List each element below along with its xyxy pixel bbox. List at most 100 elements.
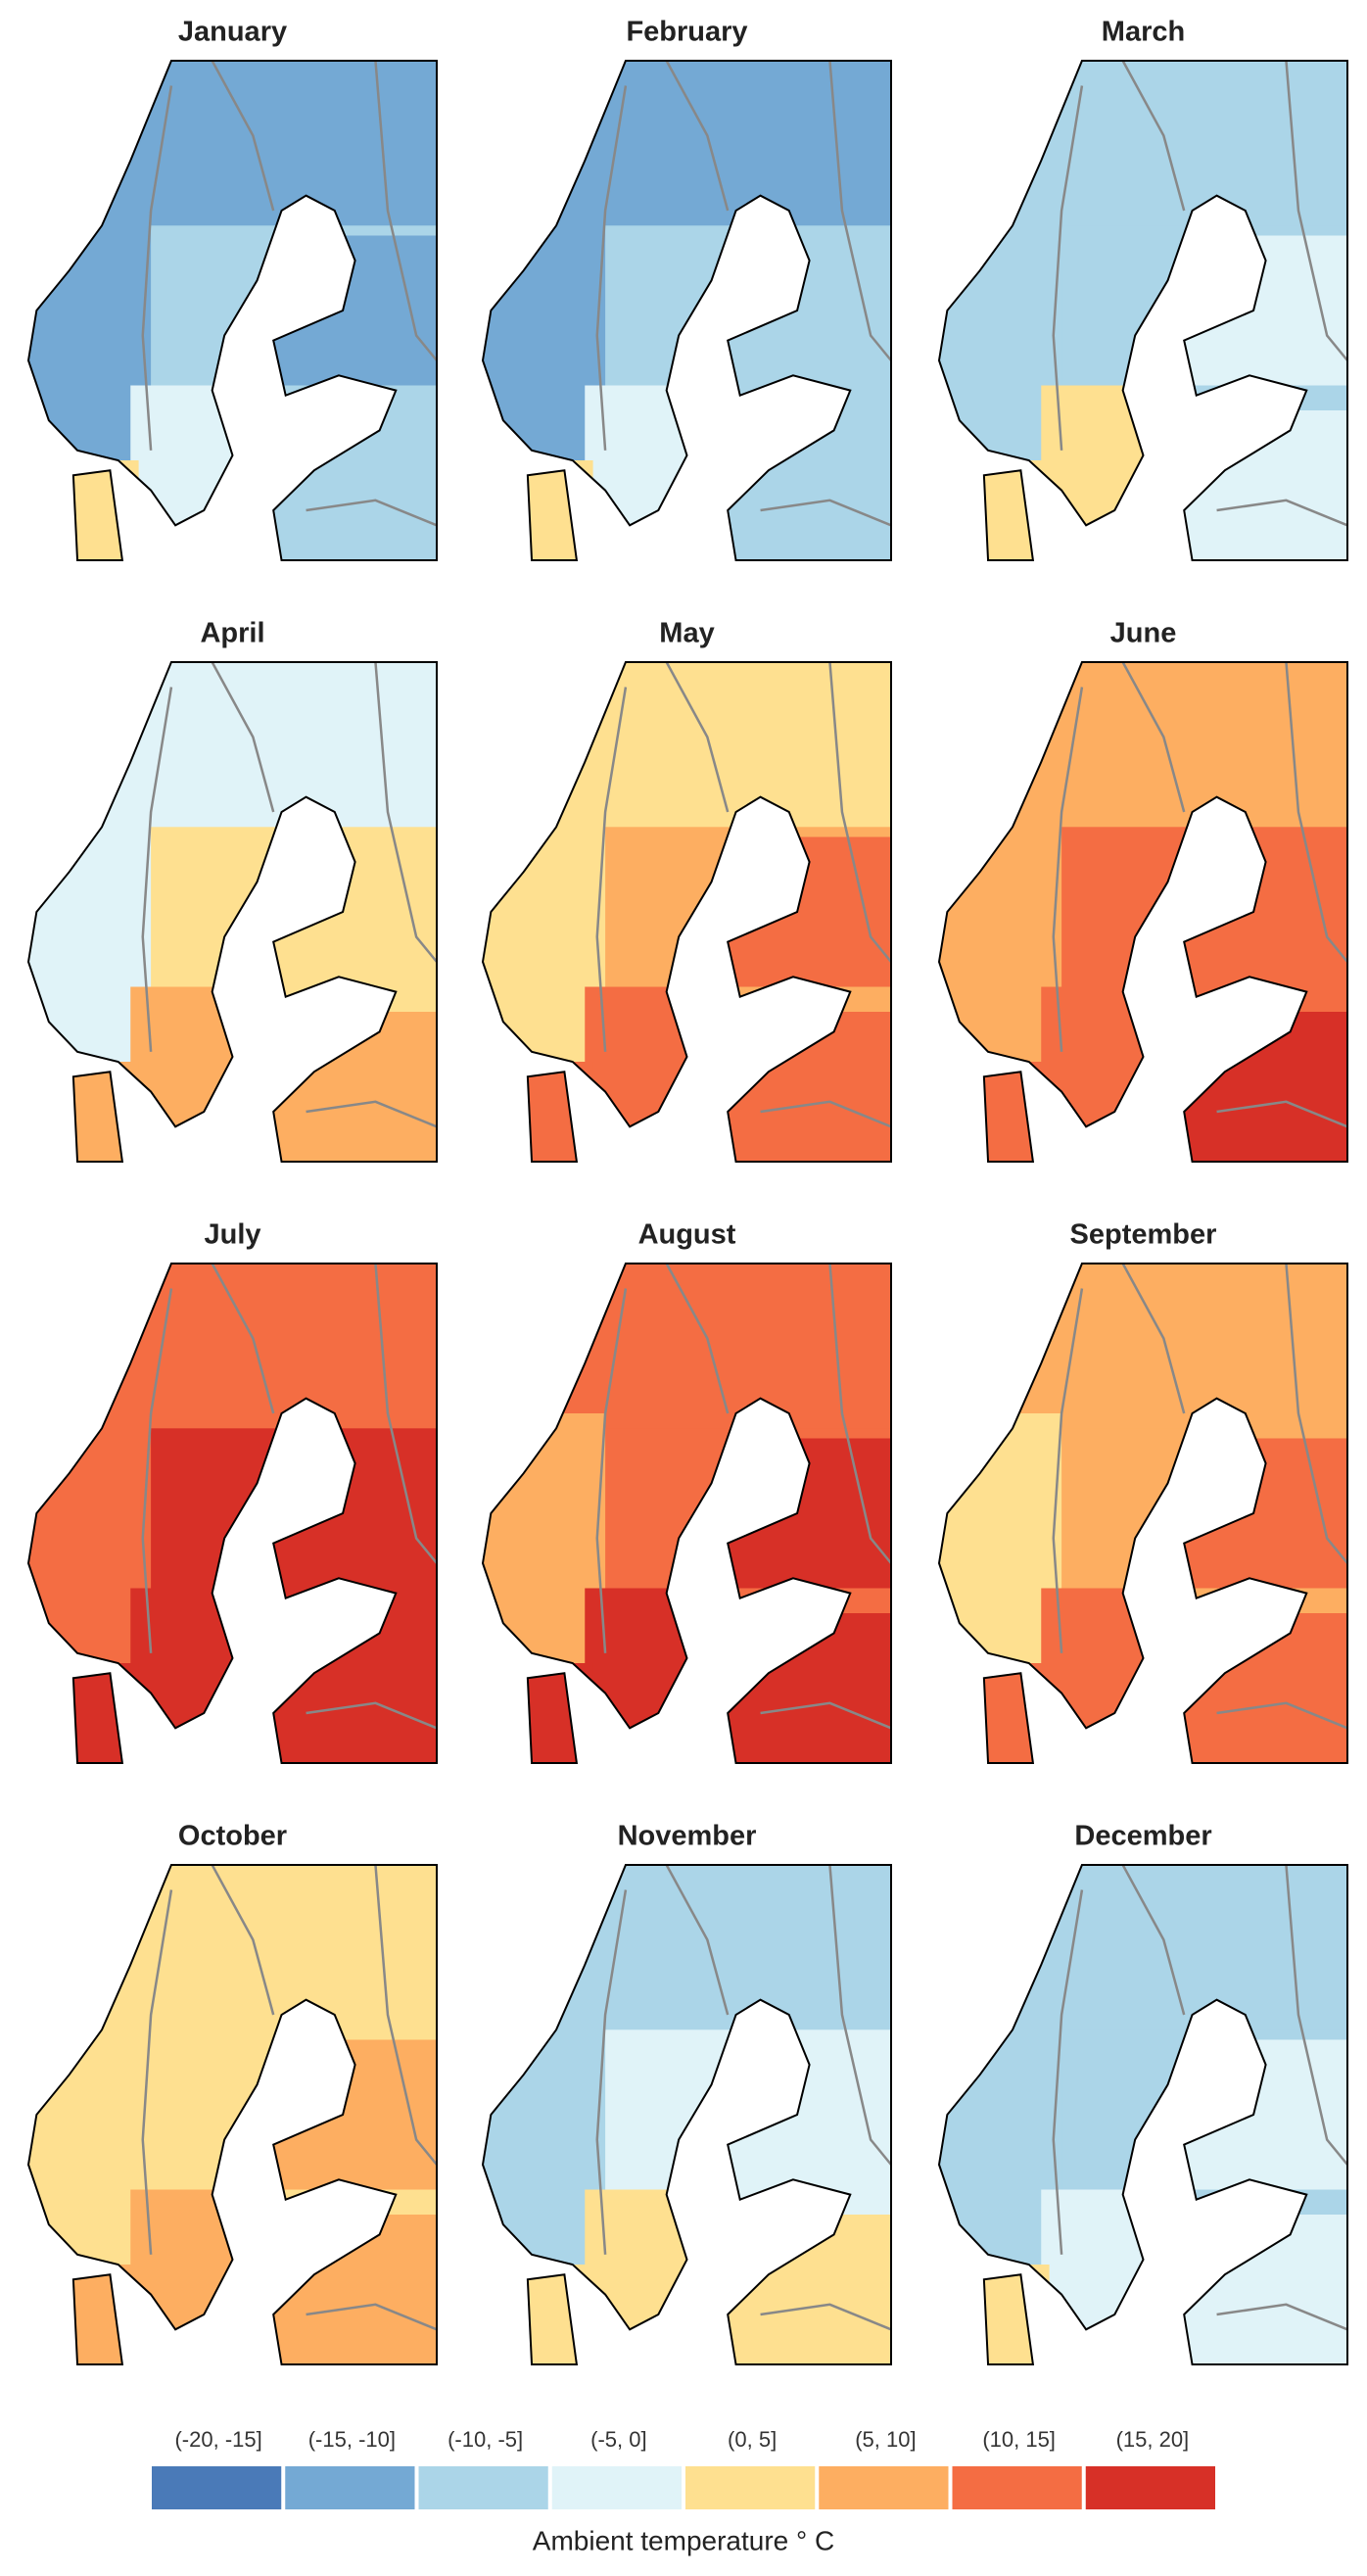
temperature-zone [28, 1865, 437, 2030]
temperature-zone [502, 460, 593, 560]
panel-title: August [638, 1219, 736, 1251]
border [306, 2303, 438, 2331]
land [28, 1264, 437, 1763]
legend-label: (10, 15] [982, 2427, 1056, 2452]
coastline [982, 2273, 1035, 2365]
temperature-zone [939, 1865, 1347, 2030]
map [481, 1263, 892, 1764]
temperature-zone [585, 385, 729, 560]
border [665, 60, 730, 212]
border [828, 1263, 892, 1564]
coastline [26, 1263, 438, 1764]
border [665, 1864, 730, 2016]
coastline [26, 661, 438, 1163]
border [665, 661, 730, 813]
land [939, 1264, 1347, 1763]
border [141, 1288, 173, 1653]
map [481, 1864, 892, 2365]
temperature-zone [959, 2265, 1050, 2364]
coastline [526, 2273, 579, 2365]
legend-label: (-5, 0] [590, 2427, 646, 2452]
coastline [71, 2273, 124, 2365]
panel-title: November [618, 1821, 757, 1852]
border [595, 1889, 628, 2255]
coastline [982, 1071, 1035, 1163]
border [1121, 60, 1186, 212]
border [374, 1263, 438, 1564]
legend-label: (-10, -5] [448, 2427, 523, 2452]
temperature-zone [48, 1663, 139, 1763]
panel-title: March [1102, 17, 1185, 48]
temperature-zone [939, 662, 1347, 828]
border [665, 1263, 730, 1414]
coastline [71, 1672, 124, 1764]
map [26, 1864, 438, 2365]
temperature-zone [585, 986, 729, 1162]
land [483, 61, 891, 560]
legend-label: (-15, -10] [308, 2427, 396, 2452]
land [939, 61, 1347, 560]
border [1216, 499, 1348, 527]
temperature-zone [130, 1588, 274, 1763]
legend-swatch [1085, 2466, 1215, 2509]
land [483, 1865, 891, 2364]
border [1052, 85, 1084, 451]
coastline [982, 469, 1035, 561]
legend-label: (-20, -15] [174, 2427, 261, 2452]
coastline [937, 661, 1348, 1163]
border [374, 60, 438, 361]
border [141, 1889, 173, 2255]
temperature-zone [48, 2265, 139, 2364]
border [306, 1100, 438, 1128]
border [211, 661, 275, 813]
legend-label: (0, 5] [728, 2427, 777, 2452]
temperature-zone [483, 662, 891, 828]
border [1216, 2303, 1348, 2331]
border [1285, 1864, 1348, 2166]
legend-label: (5, 10] [855, 2427, 916, 2452]
temperature-zone [1041, 1588, 1185, 1763]
border [141, 85, 173, 451]
temperature-zone [48, 460, 139, 560]
temperature-zone [1041, 2189, 1185, 2364]
land [28, 662, 437, 1162]
temperature-zone [48, 1062, 139, 1162]
border [211, 1864, 275, 2016]
temperature-zone [28, 1264, 437, 1429]
border [1052, 687, 1084, 1052]
border [1285, 661, 1348, 963]
border [828, 1864, 892, 2166]
land [483, 1264, 891, 1763]
map [26, 661, 438, 1163]
coastline [26, 1864, 438, 2365]
border [595, 1288, 628, 1653]
coastline [71, 1071, 124, 1163]
map [937, 661, 1348, 1163]
coastline [26, 60, 438, 561]
map [937, 1864, 1348, 2365]
coastline [71, 469, 124, 561]
border [760, 1701, 892, 1730]
temperature-zone [1041, 385, 1185, 560]
legend-swatch [152, 2466, 282, 2509]
legend-title: Ambient temperature ° C [533, 2525, 834, 2555]
land [939, 662, 1347, 1162]
border [306, 499, 438, 527]
temperature-zone [130, 2189, 274, 2364]
temperature-zone [585, 1588, 729, 1763]
border [374, 1864, 438, 2166]
temperature-zone [939, 61, 1347, 226]
panel-title: December [1074, 1821, 1211, 1852]
coastline [481, 661, 892, 1163]
border [374, 661, 438, 963]
legend-swatch [819, 2466, 949, 2509]
panel-title: February [626, 17, 747, 48]
border [828, 60, 892, 361]
land [28, 61, 437, 560]
map [26, 1263, 438, 1764]
border [595, 687, 628, 1052]
border [1285, 1263, 1348, 1564]
temperature-zone [959, 1663, 1050, 1763]
coastline [526, 1672, 579, 1764]
